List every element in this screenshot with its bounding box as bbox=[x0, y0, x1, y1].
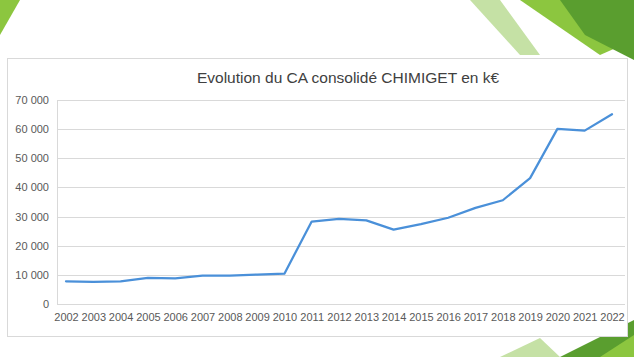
x-tick: 2016 bbox=[436, 311, 460, 323]
decor-shape bbox=[0, 0, 20, 35]
x-axis-line bbox=[57, 304, 625, 305]
y-tick-label: 70 000 bbox=[15, 94, 49, 106]
x-tick-label: 2005 bbox=[136, 311, 160, 323]
decoration bbox=[0, 0, 634, 357]
decor-shape bbox=[560, 0, 634, 60]
grid-line bbox=[57, 100, 625, 101]
line-series bbox=[66, 114, 612, 282]
plot-area bbox=[66, 114, 612, 282]
x-tick-label: 2018 bbox=[491, 311, 515, 323]
x-tick-label: 2010 bbox=[273, 311, 297, 323]
y-tick: 0 bbox=[43, 298, 57, 310]
x-tick-label: 2008 bbox=[218, 311, 242, 323]
x-tick: 2006 bbox=[163, 311, 187, 323]
grid bbox=[57, 101, 625, 305]
x-tick: 2007 bbox=[191, 311, 215, 323]
y-tick: 50 000 bbox=[15, 152, 57, 164]
x-tick-label: 2014 bbox=[382, 311, 406, 323]
x-tick-label: 2004 bbox=[109, 311, 133, 323]
chart-frame bbox=[8, 59, 628, 337]
x-tick: 2004 bbox=[109, 311, 133, 323]
x-tick: 2019 bbox=[518, 311, 542, 323]
decor-shape bbox=[500, 338, 560, 357]
grid-line bbox=[57, 304, 625, 305]
x-tick-label: 2020 bbox=[546, 311, 570, 323]
x-tick: 2003 bbox=[82, 311, 106, 323]
x-tick-label: 2021 bbox=[573, 311, 597, 323]
x-tick: 2012 bbox=[327, 311, 351, 323]
x-tick: 2010 bbox=[273, 311, 297, 323]
x-tick: 2009 bbox=[245, 311, 269, 323]
x-tick: 2014 bbox=[382, 311, 406, 323]
grid-line bbox=[57, 129, 625, 130]
decor-shape bbox=[600, 335, 634, 357]
y-axis-line bbox=[57, 101, 58, 305]
slide: 0 10 000 20 000 30 000 40 000 50 000 60 000 70 … bbox=[0, 0, 634, 357]
x-axis: 2002 2003200420052006 200720082009 20102011… bbox=[54, 305, 625, 323]
x-tick-label: 2017 bbox=[464, 311, 488, 323]
x-tick: 2005 bbox=[136, 311, 160, 323]
y-tick-label: 30 000 bbox=[15, 211, 49, 223]
x-tick: 2020 bbox=[546, 311, 570, 323]
x-tick-label: 2012 bbox=[327, 311, 351, 323]
x-tick-label: 2019 bbox=[518, 311, 542, 323]
chart-title: Evolution du CA consolidé CHIMIGET en k€ bbox=[197, 69, 499, 86]
x-tick-label: 2007 bbox=[191, 311, 215, 323]
x-tick-label: 2009 bbox=[245, 311, 269, 323]
x-tick: 2017 bbox=[464, 311, 488, 323]
x-tick: 2011 bbox=[300, 311, 324, 323]
y-tick-label: 20 000 bbox=[15, 240, 49, 252]
x-tick-label: 2013 bbox=[355, 311, 379, 323]
y-tick: 30 000 bbox=[15, 211, 57, 223]
x-tick: 2022 bbox=[600, 311, 624, 323]
y-tick: 40 000 bbox=[15, 181, 57, 193]
y-tick-label: 40 000 bbox=[15, 181, 49, 193]
y-tick: 70 000 bbox=[15, 94, 57, 106]
grid-line bbox=[57, 246, 625, 247]
x-tick: 2021 bbox=[573, 311, 597, 323]
y-tick-label: 60 000 bbox=[15, 123, 49, 135]
x-tick: 2008 bbox=[218, 311, 242, 323]
x-tick: 2015 bbox=[409, 311, 433, 323]
x-tick-label: 2003 bbox=[82, 311, 106, 323]
x-tick-label: 2002 bbox=[54, 311, 78, 323]
y-tick-label: 0 bbox=[43, 298, 49, 310]
y-tick: 60 000 bbox=[15, 123, 57, 135]
grid-line bbox=[57, 275, 625, 276]
y-tick: 10 000 bbox=[15, 269, 57, 281]
decor-shape bbox=[470, 0, 540, 55]
y-tick-label: 10 000 bbox=[15, 269, 49, 281]
x-tick: 2018 bbox=[491, 311, 515, 323]
x-tick-label: 2011 bbox=[300, 311, 324, 323]
x-tick-label: 2016 bbox=[436, 311, 460, 323]
y-tick-label: 50 000 bbox=[15, 152, 49, 164]
x-tick-label: 2022 bbox=[600, 311, 624, 323]
y-axis: 0 10 000 20 000 30 000 40 000 50 000 60 000 70 … bbox=[15, 94, 57, 310]
x-tick-label: 2006 bbox=[163, 311, 187, 323]
grid-line bbox=[57, 187, 625, 188]
x-tick: 2013 bbox=[355, 311, 379, 323]
y-tick: 20 000 bbox=[15, 240, 57, 252]
x-tick-label: 2015 bbox=[409, 311, 433, 323]
grid-line bbox=[57, 217, 625, 218]
x-tick: 2002 bbox=[54, 311, 78, 323]
